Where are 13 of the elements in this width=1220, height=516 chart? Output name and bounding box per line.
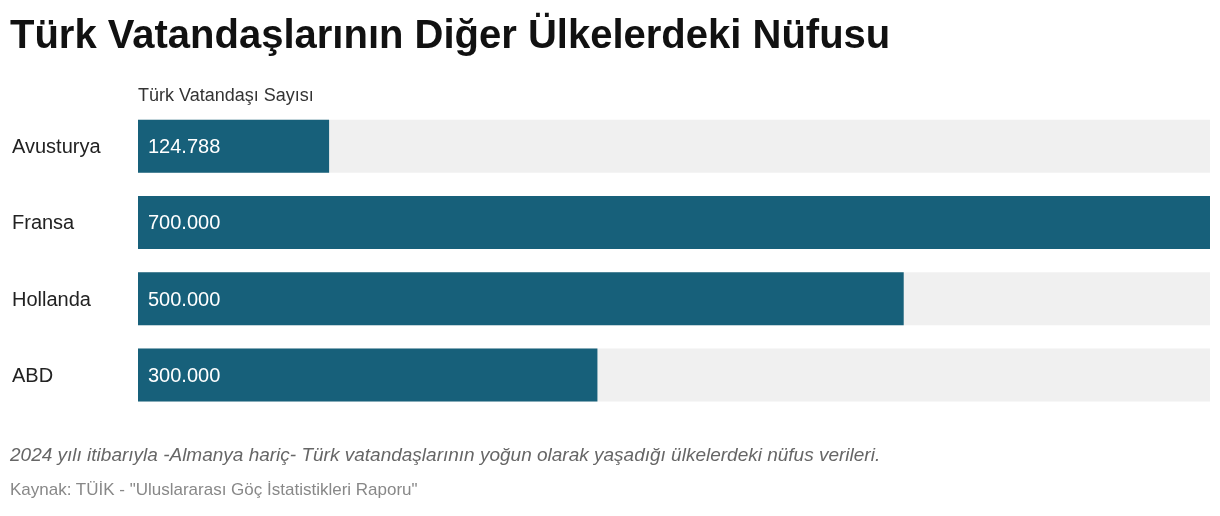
y-tick-label: Fransa xyxy=(12,211,76,234)
y-tick-label: ABD xyxy=(12,363,54,386)
y-tick-label: Avusturya xyxy=(12,135,102,158)
data-label: 700.000 xyxy=(148,211,221,234)
text: Kaynak: TÜİK - "Uluslararası Göç İstatistikleri Raporu" xyxy=(10,480,418,499)
x-axis-title: Türk Vatandaşı Sayısı xyxy=(138,85,314,105)
text: 2024 yılı itibarıyla -Almanya hariç- Türk vatandaşlarının yoğun olarak yaşadığı ülkelerdeki nüfus verileri. xyxy=(9,444,881,465)
data-label: 300.000 xyxy=(148,363,221,386)
bar xyxy=(138,119,330,173)
data-label: 500.000 xyxy=(148,287,221,310)
data-label: 124.788 xyxy=(148,135,221,158)
chart-title: Türk Vatandaşlarının Diğer Ülkelerdeki Nüfusu xyxy=(10,12,891,56)
y-tick-label: Hollanda xyxy=(12,287,92,310)
